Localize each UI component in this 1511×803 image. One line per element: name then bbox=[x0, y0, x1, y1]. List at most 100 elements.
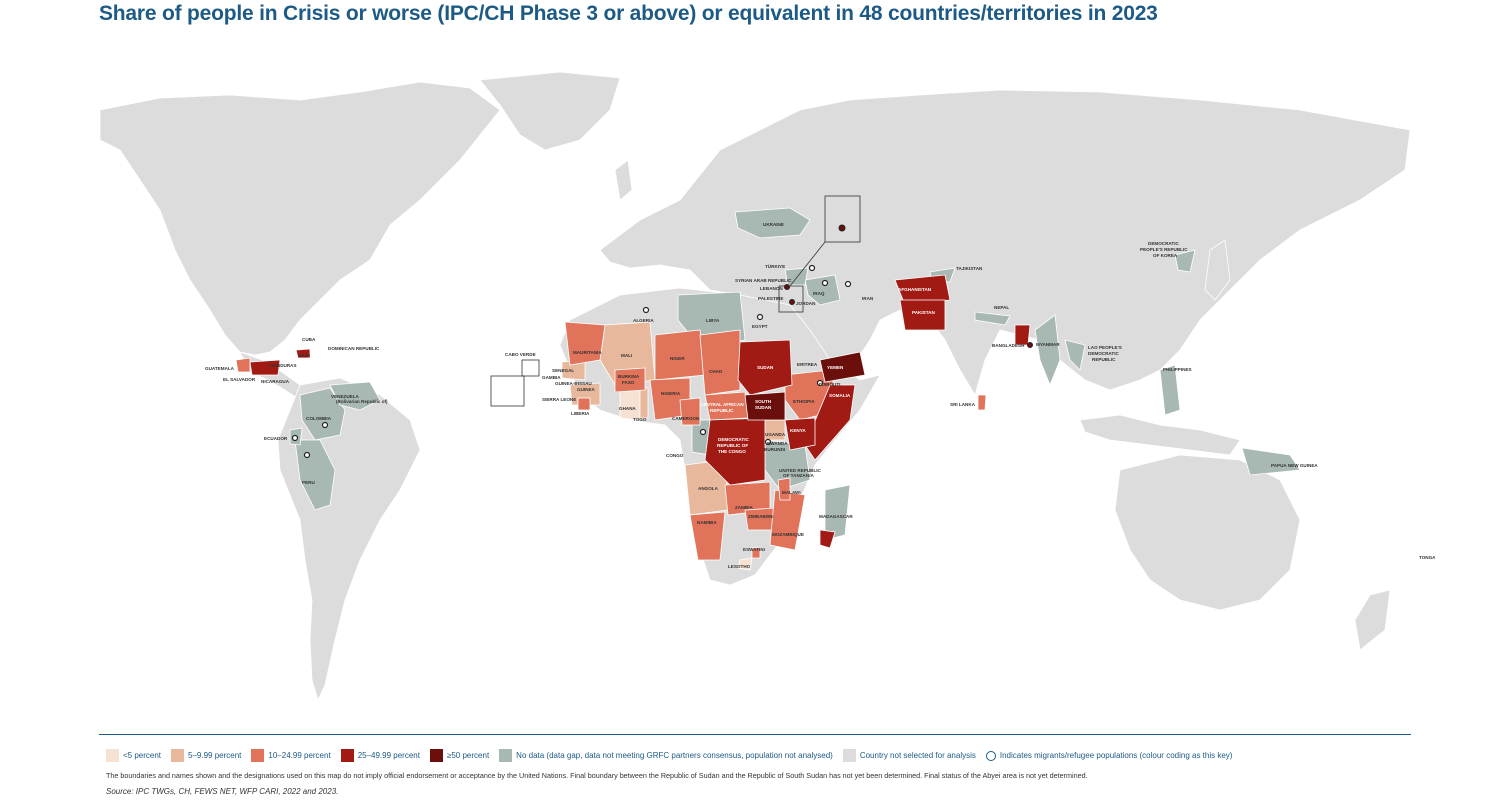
country-philippines bbox=[1159, 364, 1181, 416]
country-mozambique bbox=[769, 489, 806, 551]
p25-50-countries bbox=[249, 274, 1031, 549]
country-guatemala bbox=[235, 357, 251, 373]
label-eritrea: ERITREA bbox=[797, 362, 818, 367]
legend-swatch-10-25 bbox=[251, 749, 265, 762]
label-chad: CHAD bbox=[709, 369, 723, 374]
label-dprk-3: OF KOREA bbox=[1153, 253, 1178, 258]
label-sri-lanka: SRI LANKA bbox=[950, 402, 976, 407]
no-data-countries bbox=[289, 207, 1301, 541]
country-venezuela bbox=[329, 381, 381, 411]
legend-swatch-not-selected bbox=[842, 749, 856, 762]
label-guinea: GUINEA bbox=[577, 387, 596, 392]
inset-palestine-small bbox=[778, 285, 804, 313]
label-algeria: ALGERIA bbox=[633, 318, 654, 323]
country-lesotho bbox=[737, 557, 753, 571]
label-lao-2: DEMOCRATIC bbox=[1088, 351, 1119, 356]
label-tanzania-1: UNITED REPUBLIC bbox=[779, 468, 822, 473]
lt5-countries bbox=[619, 384, 753, 571]
label-nigeria: NIGERIA bbox=[661, 391, 681, 396]
migrant-circle-icon bbox=[985, 750, 996, 761]
label-myanmar: MYANMAR bbox=[1036, 342, 1060, 347]
label-djibouti: DJIBOUTI bbox=[819, 382, 840, 387]
label-malawi: MALAWI bbox=[782, 490, 801, 495]
landmass-new-zealand bbox=[1354, 589, 1391, 651]
label-rwanda: RWANDA bbox=[767, 441, 788, 446]
label-lesotho: LESOTHO bbox=[728, 564, 751, 569]
inset-palestine-large bbox=[824, 195, 861, 243]
label-ghana: GHANA bbox=[619, 406, 637, 411]
label-eswatini: ESWATINI bbox=[743, 547, 765, 552]
label-drc-2: REPUBLIC OF bbox=[717, 443, 748, 448]
label-zimbabwe: ZIMBABWE bbox=[748, 514, 773, 519]
label-cuba: CUBA bbox=[302, 337, 316, 342]
label-somalia: SOMALIA bbox=[829, 393, 851, 398]
legend-item-not-selected: Country not selected for analysis bbox=[842, 749, 976, 762]
landmass-north-america bbox=[99, 81, 501, 356]
legend-divider bbox=[99, 734, 1411, 735]
map-title: Share of people in Crisis or worse (IPC/… bbox=[99, 2, 1158, 25]
label-car-1: CENTRAL AFRICAN bbox=[700, 402, 744, 407]
label-guatemala: GUATEMALA bbox=[205, 366, 235, 371]
label-namibia: NAMIBIA bbox=[697, 520, 717, 525]
country-iraq bbox=[804, 274, 841, 306]
country-haiti bbox=[295, 348, 311, 359]
country-yemen bbox=[819, 351, 866, 383]
country-namibia bbox=[689, 511, 726, 561]
migrant-marker-egypt bbox=[756, 313, 764, 321]
country-afghanistan bbox=[894, 274, 951, 306]
migrant-marker-peru bbox=[303, 451, 311, 459]
migrant-marker-iraq bbox=[821, 279, 829, 287]
migrant-marker-algeria bbox=[642, 306, 650, 314]
landmass-japan bbox=[1204, 239, 1231, 301]
country-pakistan bbox=[899, 299, 946, 331]
label-mauritania: MAURITANIA bbox=[573, 350, 602, 355]
label-zambia: ZAMBIA bbox=[735, 505, 754, 510]
label-pakistan: PAKISTAN bbox=[912, 310, 935, 315]
country-sudan bbox=[737, 339, 793, 396]
landmass-australia bbox=[1114, 454, 1301, 611]
label-iraq: IRAQ bbox=[813, 291, 825, 296]
legend-label-not-selected: Country not selected for analysis bbox=[859, 751, 976, 760]
country-colombia bbox=[299, 387, 346, 441]
label-congo: CONGO bbox=[666, 453, 684, 458]
label-tanzania-2: OF TANZANIA bbox=[783, 473, 814, 478]
country-honduras bbox=[249, 359, 281, 376]
legend-item-10-25: 10–24.99 percent bbox=[251, 749, 331, 762]
label-palestine: PALESTINE bbox=[758, 296, 783, 301]
country-madagascar bbox=[824, 484, 851, 541]
label-guinea-bissau: GUINEA-BISSAU bbox=[555, 381, 592, 386]
refugee-marker-jordan bbox=[789, 299, 795, 305]
label-sudan: SUDAN bbox=[757, 365, 774, 370]
migrant-marker-djibouti bbox=[816, 379, 824, 387]
label-burkina-2: FASO bbox=[622, 380, 635, 385]
inset-boxes bbox=[490, 195, 861, 407]
country-togo bbox=[639, 387, 649, 419]
country-eswatini bbox=[751, 547, 761, 559]
p10-25-countries bbox=[235, 321, 987, 561]
inset-cabo-verde-1 bbox=[490, 375, 525, 407]
country-bangladesh bbox=[1014, 324, 1031, 346]
label-libya: LIBYA bbox=[706, 318, 720, 323]
label-senegal: SENEGAL bbox=[552, 368, 574, 373]
legend: <5 percent 5–9.99 percent 10–24.99 perce… bbox=[106, 749, 1242, 762]
migrant-marker-ecuador bbox=[291, 434, 299, 442]
label-jordan: JORDAN bbox=[796, 301, 816, 306]
country-uganda bbox=[764, 419, 786, 441]
country-niger bbox=[654, 329, 706, 381]
legend-item-5-10: 5–9.99 percent bbox=[171, 749, 241, 762]
legend-item-lt5: <5 percent bbox=[106, 749, 161, 762]
refugee-marker-bangladesh bbox=[1027, 342, 1033, 348]
migrant-marker-uganda bbox=[764, 438, 772, 446]
label-mozambique: MOZAMBIQUE bbox=[772, 532, 804, 537]
label-dprk-1: DEMOCRATIC bbox=[1148, 241, 1179, 246]
label-cabo-verde: CABO VERDE bbox=[505, 352, 536, 357]
country-kenya bbox=[784, 417, 816, 451]
migrant-markers bbox=[291, 264, 852, 459]
legend-label-ge50: ≥50 percent bbox=[446, 751, 490, 760]
legend-swatch-25-50 bbox=[340, 749, 354, 762]
label-egypt: EGYPT bbox=[752, 324, 768, 329]
label-kenya: KENYA bbox=[790, 428, 806, 433]
legend-item-no-data: No data (data gap, data not meeting GRFC… bbox=[499, 749, 833, 762]
label-gambia: GAMBIA bbox=[542, 375, 561, 380]
country-south-sudan bbox=[744, 391, 786, 421]
